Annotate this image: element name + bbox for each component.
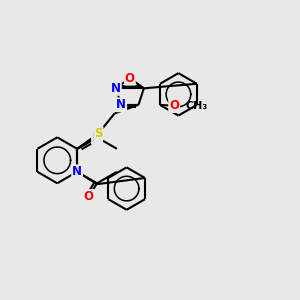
Text: N: N xyxy=(111,82,121,95)
Text: CH₃: CH₃ xyxy=(186,100,208,110)
Text: O: O xyxy=(84,190,94,203)
Text: S: S xyxy=(94,127,103,140)
Text: N: N xyxy=(72,165,82,178)
Text: N: N xyxy=(92,131,102,144)
Text: O: O xyxy=(125,72,135,85)
Text: N: N xyxy=(116,98,126,111)
Text: O: O xyxy=(169,99,179,112)
